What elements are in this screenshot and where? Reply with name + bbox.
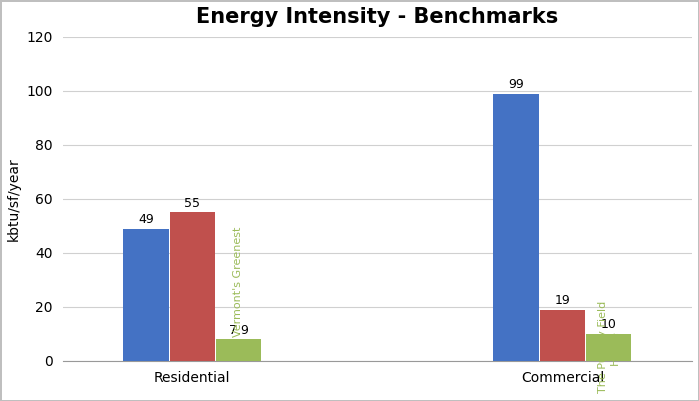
Text: 55: 55 <box>185 196 200 210</box>
Text: 7.9: 7.9 <box>229 324 248 337</box>
Text: 49: 49 <box>138 213 154 226</box>
Text: Regional
Average: Regional Average <box>505 203 527 251</box>
Bar <box>170 212 215 361</box>
Bar <box>123 229 168 361</box>
Bar <box>540 310 585 361</box>
Text: 99: 99 <box>508 78 524 91</box>
Text: 19: 19 <box>554 294 570 307</box>
Text: Vermont's Greenest: Vermont's Greenest <box>233 227 243 337</box>
Bar <box>493 93 539 361</box>
Bar <box>216 340 261 361</box>
Bar <box>586 334 631 361</box>
Y-axis label: kbtu/sf/year: kbtu/sf/year <box>7 157 21 241</box>
Text: The Putney Field
House: The Putney Field House <box>598 301 619 393</box>
Text: NRG
Systems: NRG Systems <box>552 312 573 359</box>
Text: 10: 10 <box>601 318 617 331</box>
Text: Jen's
Home: Jen's Home <box>182 270 203 303</box>
Text: Regional
Average: Regional Average <box>135 271 157 319</box>
Title: Energy Intensity - Benchmarks: Energy Intensity - Benchmarks <box>196 7 559 27</box>
